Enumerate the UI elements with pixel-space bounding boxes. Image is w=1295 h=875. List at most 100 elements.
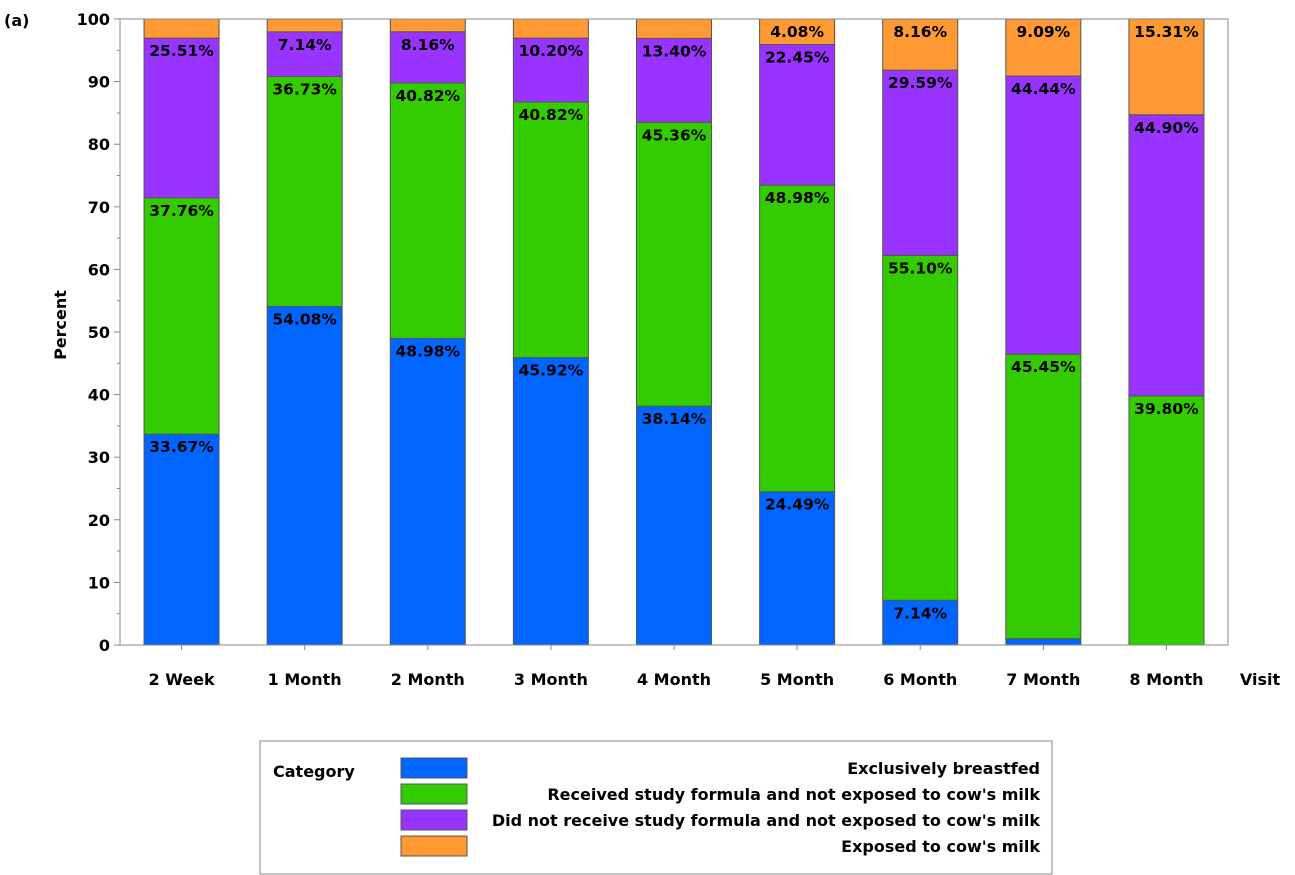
bar-segment [512, 18, 589, 39]
y-tick-label: 80 [88, 135, 110, 154]
legend-frame [259, 740, 1053, 875]
y-axis: 0 10 20 30 40 50 60 70 80 90 100 [77, 10, 120, 655]
legend-swatch [400, 783, 468, 805]
bar-segment [759, 184, 836, 493]
bar-segment [636, 121, 712, 407]
bar-segment [266, 305, 343, 646]
bar-segment [266, 31, 343, 78]
data-label: 13.40% [642, 42, 707, 60]
x-tick-label: 7 Month [1006, 670, 1080, 689]
legend-entry-label: Did not receive study formula and not ex… [492, 811, 1041, 830]
data-label: 44.90% [1134, 119, 1199, 137]
bar-segment [759, 491, 836, 646]
y-tick-label: 20 [88, 511, 110, 530]
plot-frame [119, 18, 1229, 646]
data-label: 48.98% [765, 189, 830, 207]
bar-segment [1005, 75, 1082, 355]
data-label: 29.59% [888, 74, 953, 92]
x-tick-label: 2 Week [148, 670, 214, 689]
legend-entry-label: Exposed to cow's milk [841, 837, 1040, 856]
legend-entry-label: Received study formula and not exposed t… [547, 785, 1040, 804]
legend-entries: Exclusively breastfed Received study form… [400, 757, 1041, 857]
bar-segment [636, 405, 712, 646]
legend-swatch [400, 835, 468, 857]
legend: Category Exclusively breastfed Received s… [259, 740, 1053, 875]
bar-segment [143, 37, 220, 199]
y-tick-label: 100 [77, 10, 110, 29]
y-tick-label: 40 [88, 386, 110, 405]
legend-swatch [400, 809, 468, 831]
data-label: 24.49% [765, 496, 830, 514]
legend-title: Category [273, 762, 355, 781]
bar-segment [1128, 114, 1205, 397]
y-tick-label: 10 [88, 573, 110, 592]
bar-segment [759, 18, 836, 46]
bar-segment [1005, 353, 1082, 640]
data-label: 55.10% [888, 259, 953, 277]
x-tick-label: 4 Month [637, 670, 711, 689]
bar-segment [882, 254, 959, 601]
bar-area: 33.67% 37.76% 25.51% 54.08% 36.73% 7.14% 48.98… [143, 18, 1205, 646]
bar-segment [389, 337, 466, 646]
bar-segment [143, 433, 220, 646]
x-tick-label: 8 Month [1129, 670, 1203, 689]
bar-segment [512, 357, 589, 646]
bar-segment [389, 18, 466, 33]
data-label: 40.82% [519, 106, 584, 124]
data-label: 15.31% [1134, 23, 1199, 41]
bar-segment [266, 76, 343, 307]
bar-segment [882, 69, 959, 256]
data-label: 39.80% [1134, 400, 1199, 418]
data-label: 25.51% [149, 42, 214, 60]
bar-segment [389, 82, 466, 339]
bar-segment [882, 599, 959, 646]
data-label: 8.16% [401, 36, 455, 54]
x-tick-label: 3 Month [514, 670, 588, 689]
y-axis-title: Percent [51, 290, 70, 360]
bar-segment [636, 18, 712, 39]
data-label: 7.14% [278, 36, 332, 54]
panel-label: (a) [4, 11, 29, 30]
data-label: 7.14% [893, 604, 947, 622]
legend-swatch [400, 757, 468, 779]
data-label: 4.08% [770, 23, 824, 41]
data-label: 37.76% [149, 202, 214, 220]
data-label: 45.45% [1011, 358, 1076, 376]
data-label: 36.73% [272, 81, 337, 99]
bar-segment [143, 18, 220, 39]
x-tick-label: 2 Month [391, 670, 465, 689]
bar-segment [266, 18, 343, 33]
x-axis-title: Visit [1240, 670, 1281, 689]
x-tick-label: 6 Month [883, 670, 957, 689]
y-tick-label: 50 [88, 323, 110, 342]
y-tick-label: 30 [88, 448, 110, 467]
bar-segment [1128, 395, 1205, 646]
data-label: 45.92% [519, 362, 584, 380]
data-label: 54.08% [272, 310, 337, 328]
data-label: 22.45% [765, 49, 830, 67]
bar-segment [389, 31, 466, 84]
data-label: 45.36% [642, 126, 707, 144]
legend-entry-label: Exclusively breastfed [847, 759, 1040, 778]
bar-segment [512, 101, 589, 359]
y-tick-label: 60 [88, 260, 110, 279]
data-label: 40.82% [395, 87, 460, 105]
data-label: 10.20% [519, 42, 584, 60]
y-tick-label: 0 [99, 636, 110, 655]
data-label: 33.67% [149, 438, 214, 456]
data-label: 9.09% [1016, 23, 1070, 41]
y-tick-label: 90 [88, 73, 110, 92]
x-tick-label: 1 Month [268, 670, 342, 689]
data-label: 38.14% [642, 410, 707, 428]
bar-segment [882, 18, 959, 71]
bar-segment [1128, 18, 1205, 116]
data-label: 44.44% [1011, 80, 1076, 98]
bar-segment [1005, 18, 1082, 77]
bar-segment [143, 197, 220, 435]
data-label: 48.98% [395, 342, 460, 360]
y-tick-label: 70 [88, 198, 110, 217]
bar-segment [1005, 638, 1082, 646]
bar-segment [759, 44, 836, 186]
x-tick-label: 5 Month [760, 670, 834, 689]
